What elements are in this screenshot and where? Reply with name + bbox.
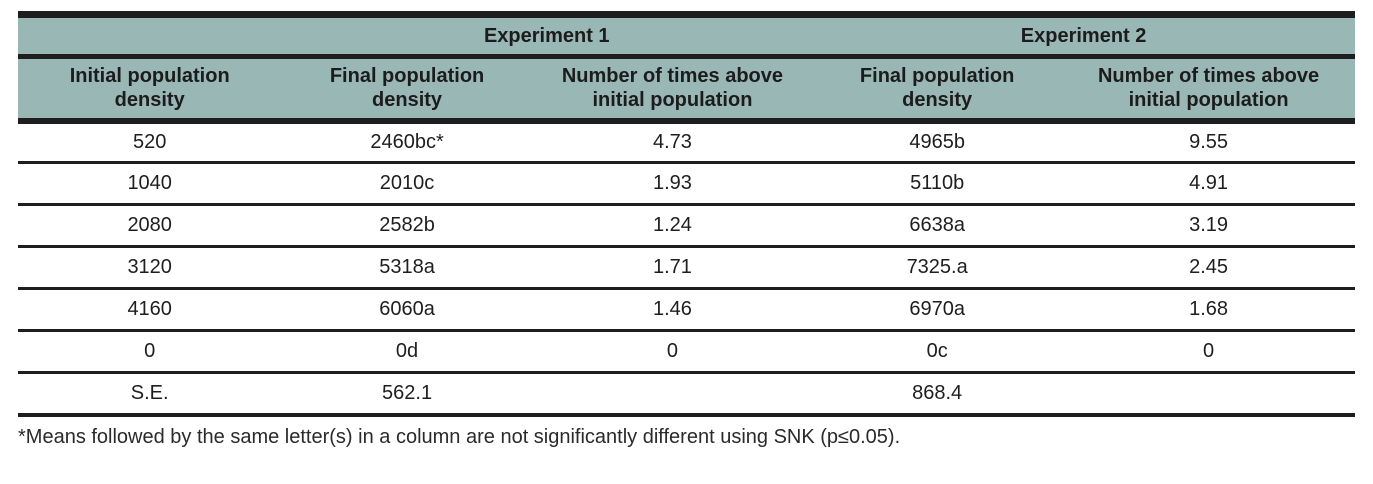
table-cell: 0 bbox=[1062, 330, 1355, 375]
table-header: Experiment 1 Experiment 2 Initial popula… bbox=[18, 14, 1355, 124]
table-row: 0 0d 0 0c 0 bbox=[18, 330, 1355, 375]
table-cell: 562.1 bbox=[281, 372, 533, 415]
group-header-row: Experiment 1 Experiment 2 bbox=[18, 14, 1355, 59]
table-cell: 2460bc* bbox=[281, 120, 533, 165]
column-header-times-above-exp1: Number of times above initial population bbox=[532, 56, 813, 124]
table-cell: 1040 bbox=[18, 162, 282, 207]
column-header-initial-density: Initial population density bbox=[18, 56, 282, 124]
table-cell: 2080 bbox=[18, 204, 282, 249]
group-header-experiment-1: Experiment 1 bbox=[281, 14, 813, 59]
table-cell: 520 bbox=[18, 120, 282, 165]
table-cell: 3120 bbox=[18, 246, 282, 291]
table-cell: 1.71 bbox=[532, 246, 813, 291]
table-cell: 4.73 bbox=[532, 120, 813, 165]
table-row: 1040 2010c 1.93 5110b 4.91 bbox=[18, 162, 1355, 207]
table-row: 2080 2582b 1.24 6638a 3.19 bbox=[18, 204, 1355, 249]
group-header-experiment-2: Experiment 2 bbox=[812, 14, 1355, 59]
table-cell: 6638a bbox=[812, 204, 1063, 249]
table-cell: 0 bbox=[532, 330, 813, 375]
table-cell: 4.91 bbox=[1062, 162, 1355, 207]
table-cell: 0c bbox=[812, 330, 1063, 375]
table-cell: 868.4 bbox=[812, 372, 1063, 415]
table-cell: 6060a bbox=[281, 288, 533, 333]
table-cell bbox=[532, 372, 813, 415]
column-header-final-density-exp1: Final population density bbox=[281, 56, 533, 124]
table-cell: 1.93 bbox=[532, 162, 813, 207]
table-cell: 2.45 bbox=[1062, 246, 1355, 291]
table-cell: 3.19 bbox=[1062, 204, 1355, 249]
footnote: *Means followed by the same letter(s) in… bbox=[18, 425, 901, 448]
table-cell: 1.68 bbox=[1062, 288, 1355, 333]
column-header-row: Initial population density Final populat… bbox=[18, 56, 1355, 124]
table-cell: 6970a bbox=[812, 288, 1063, 333]
table-row: 4160 6060a 1.46 6970a 1.68 bbox=[18, 288, 1355, 333]
table-cell: 9.55 bbox=[1062, 120, 1355, 165]
column-header-final-density-exp2: Final population density bbox=[812, 56, 1063, 124]
table-cell bbox=[1062, 372, 1355, 415]
results-table: Experiment 1 Experiment 2 Initial popula… bbox=[18, 11, 1355, 417]
table-cell: 2582b bbox=[281, 204, 533, 249]
table-row: 520 2460bc* 4.73 4965b 9.55 bbox=[18, 120, 1355, 165]
table-cell: 0 bbox=[18, 330, 282, 375]
table-cell: 5110b bbox=[812, 162, 1063, 207]
table-cell: S.E. bbox=[18, 372, 282, 415]
table-cell: 1.46 bbox=[532, 288, 813, 333]
table-cell: 4965b bbox=[812, 120, 1063, 165]
table-cell: 2010c bbox=[281, 162, 533, 207]
table-body: 520 2460bc* 4.73 4965b 9.55 1040 2010c 1… bbox=[18, 120, 1355, 415]
table-row-se: S.E. 562.1 868.4 bbox=[18, 372, 1355, 415]
table-cell: 0d bbox=[281, 330, 533, 375]
column-header-times-above-exp2: Number of times above initial population bbox=[1062, 56, 1355, 124]
group-header-blank bbox=[18, 14, 282, 59]
table-row: 3120 5318a 1.71 7325.a 2.45 bbox=[18, 246, 1355, 291]
table-cell: 1.24 bbox=[532, 204, 813, 249]
table-cell: 4160 bbox=[18, 288, 282, 333]
table-cell: 5318a bbox=[281, 246, 533, 291]
table-cell: 7325.a bbox=[812, 246, 1063, 291]
